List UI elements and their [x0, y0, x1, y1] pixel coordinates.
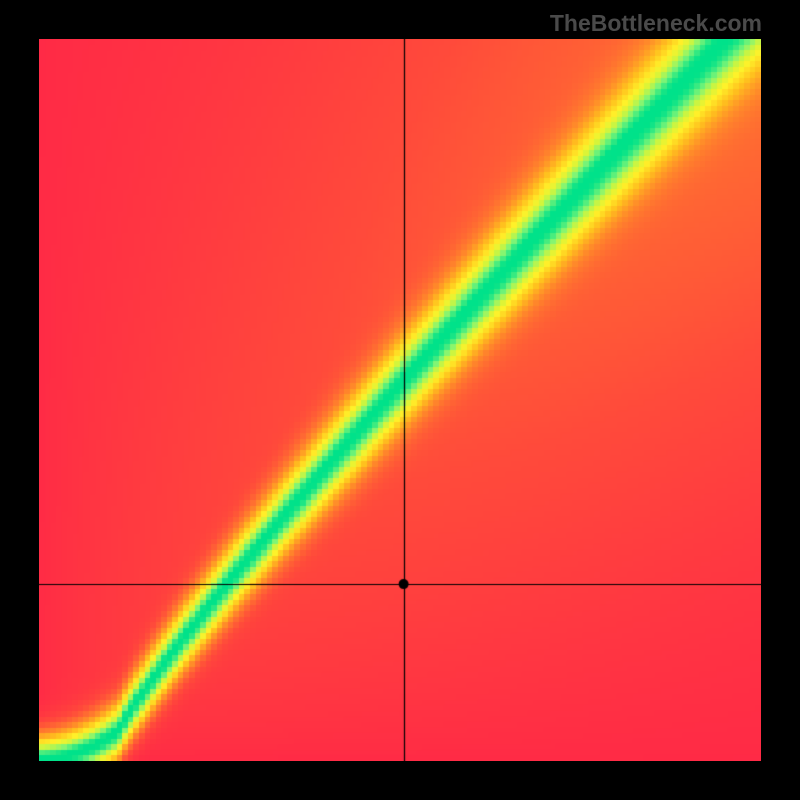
bottleneck-heatmap — [39, 39, 761, 761]
watermark-text: TheBottleneck.com — [550, 10, 762, 37]
chart-container: TheBottleneck.com — [0, 0, 800, 800]
